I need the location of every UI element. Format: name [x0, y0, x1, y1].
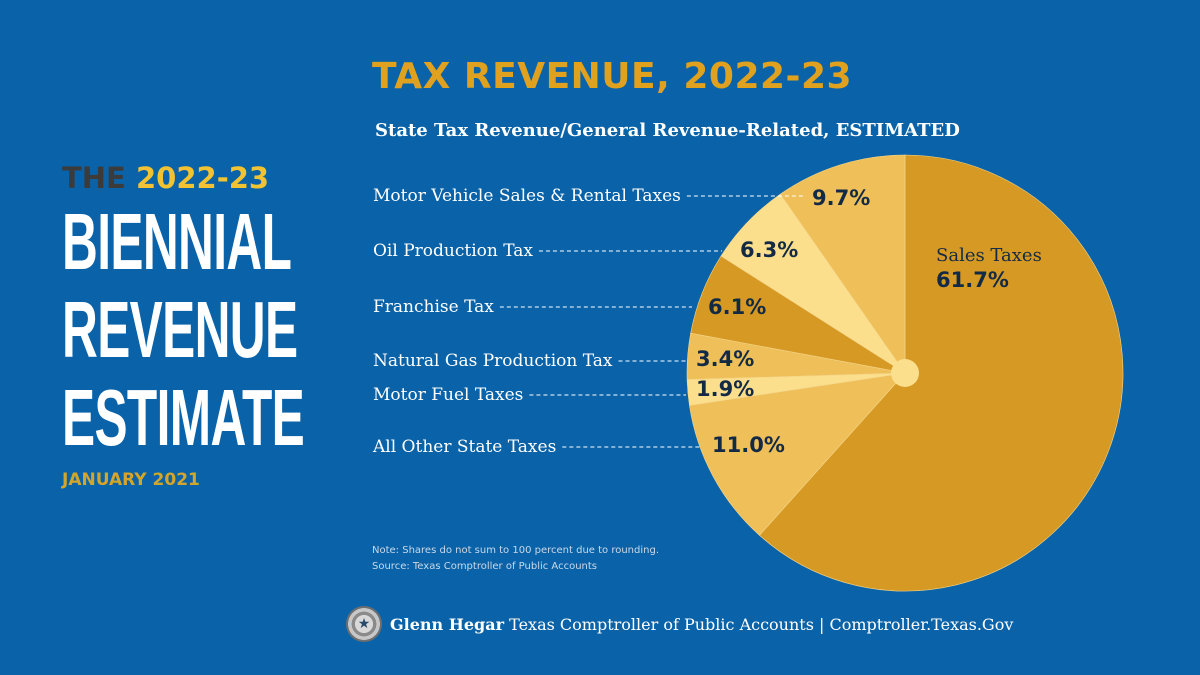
- seal-icon: ★: [346, 606, 382, 642]
- footer-text: Glenn Hegar Texas Comptroller of Public …: [390, 615, 1013, 634]
- pie-slice: [758, 154, 1124, 592]
- report-year-line: THE 2022-23: [62, 158, 322, 198]
- slice-label: Natural Gas Production Tax: [373, 351, 613, 371]
- slice-value-label: 9.7%: [812, 186, 870, 210]
- note-text: Note: Shares do not sum to 100 percent d…: [372, 545, 660, 556]
- slice-label: Oil Production Tax: [373, 241, 533, 261]
- slice-label: All Other State Taxes: [372, 437, 556, 457]
- report-year: 2022-23: [135, 161, 270, 195]
- the-word: THE: [62, 161, 126, 195]
- report-date: JANUARY 2021: [62, 470, 200, 490]
- report-branding: THE 2022-23 BIENNIAL REVENUE ESTIMATE: [62, 158, 322, 462]
- pie-center-dot: [891, 359, 919, 387]
- slice-value-label: 1.9%: [696, 377, 754, 401]
- pie-slice: [689, 372, 906, 536]
- chart-subtitle: State Tax Revenue/General Revenue-Relate…: [375, 120, 960, 141]
- slice-value-label: 3.4%: [696, 347, 754, 371]
- footer-name: Glenn Hegar: [390, 614, 505, 634]
- slice-label: Motor Fuel Taxes: [373, 385, 523, 405]
- footer: ★ Glenn Hegar Texas Comptroller of Publi…: [346, 606, 1013, 642]
- source-text: Source: Texas Comptroller of Public Acco…: [372, 561, 598, 572]
- slice-label: Sales Taxes: [936, 245, 1042, 266]
- slice-value-label: 6.1%: [708, 295, 766, 319]
- slice-value-label: 6.3%: [740, 238, 798, 262]
- slice-value-label: 61.7%: [936, 268, 1009, 292]
- pie-slice: [779, 154, 906, 374]
- slice-label: Motor Vehicle Sales & Rental Taxes: [373, 186, 681, 206]
- chart-title: TAX REVENUE, 2022-23: [372, 56, 853, 97]
- slice-value-label: 11.0%: [712, 433, 785, 457]
- slice-label: Franchise Tax: [373, 297, 494, 317]
- footer-title: Texas Comptroller of Public Accounts | C…: [509, 614, 1014, 634]
